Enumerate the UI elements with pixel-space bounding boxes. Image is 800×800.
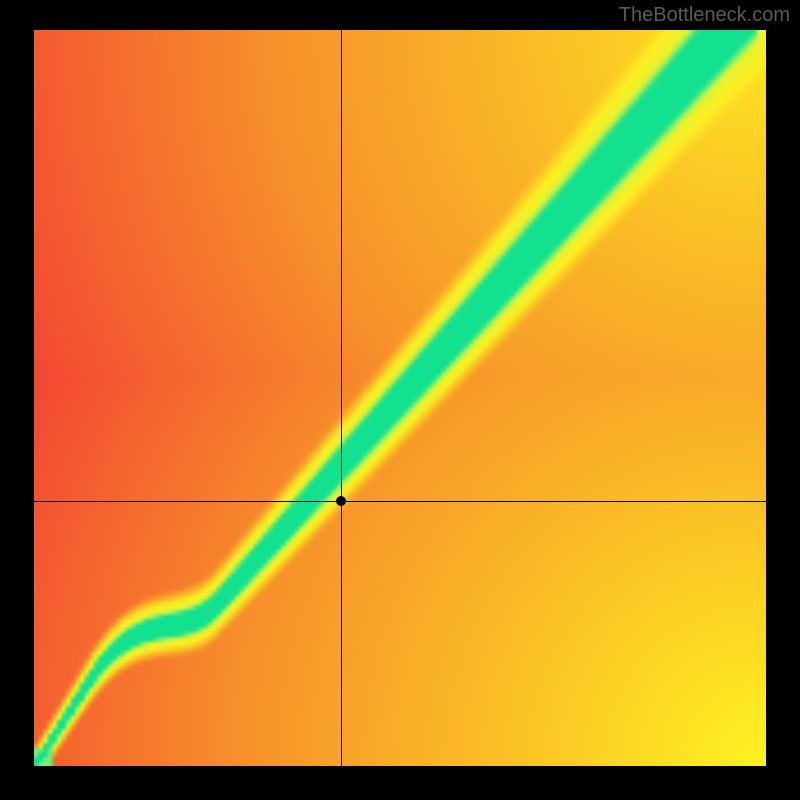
crosshair-horizontal: [34, 501, 766, 502]
crosshair-vertical: [341, 30, 342, 766]
watermark-text: TheBottleneck.com: [619, 4, 790, 27]
crosshair-marker: [336, 496, 346, 506]
heatmap-canvas: [34, 30, 766, 766]
plot-area: [34, 30, 766, 766]
